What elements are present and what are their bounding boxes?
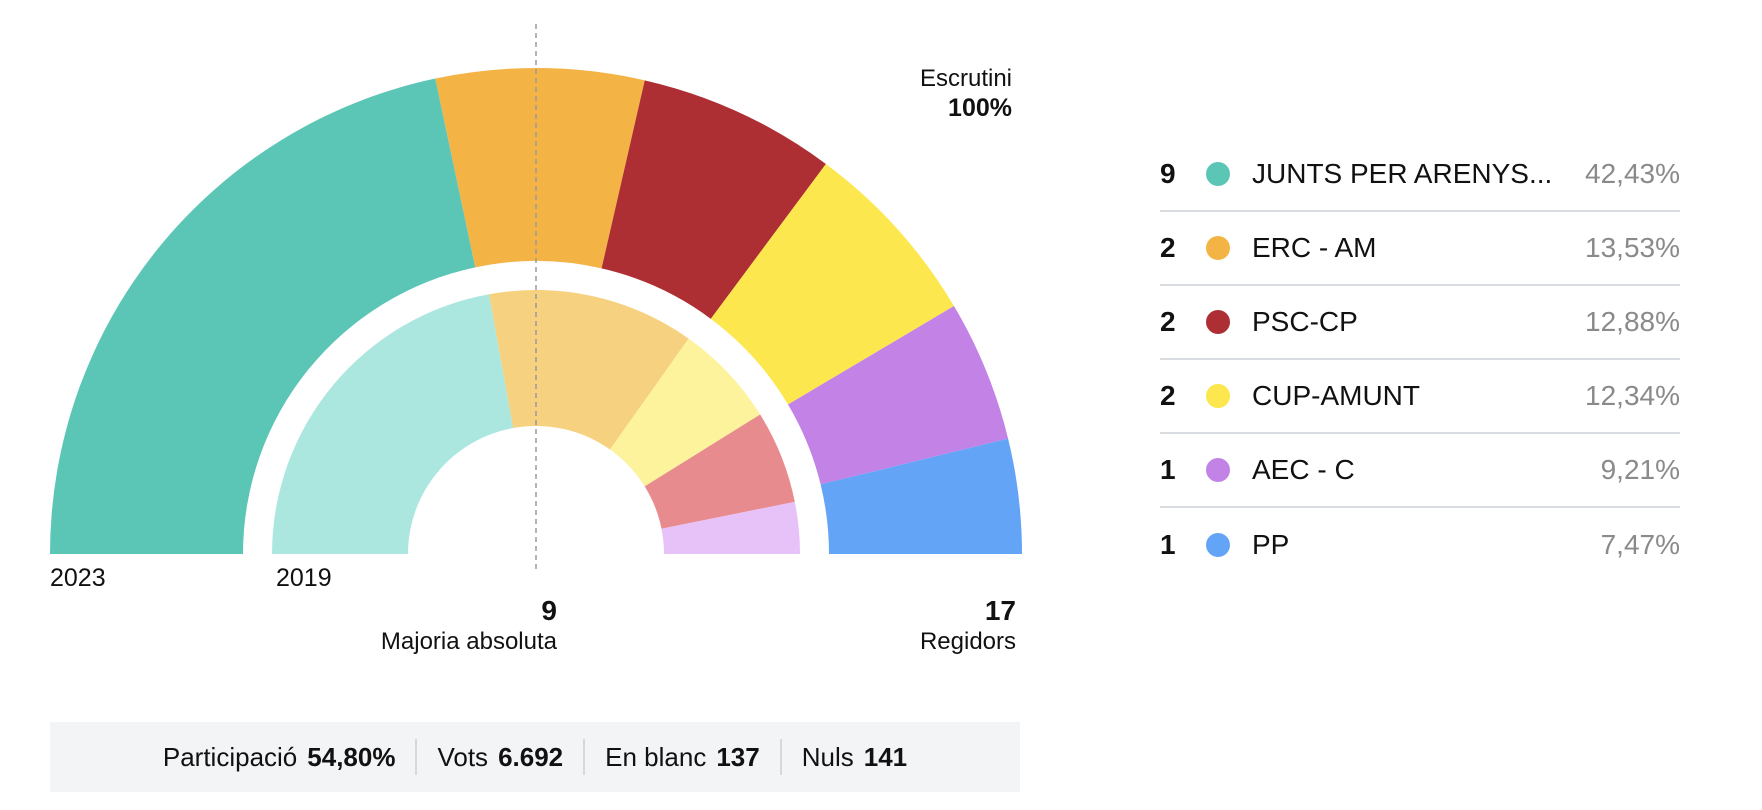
legend-row: 2 PSC-CP 12,88% [1160,286,1680,360]
stats-bar: Participació 54,80% Vots 6.692 En blanc … [50,722,1020,792]
stat-value: 137 [716,741,760,772]
seat-count: 1 [1160,454,1176,485]
party-name: JUNTS PER ARENYS... [1252,158,1553,189]
vote-percent: 42,43% [1585,158,1680,189]
seat-count: 9 [1160,158,1176,189]
party-name: CUP-AMUNT [1252,380,1420,411]
scrutiny-label: Escrutini [920,65,1012,92]
seat-count: 2 [1160,232,1176,263]
stat-null: Nuls 141 [779,739,927,775]
stat-blank: En blanc 137 [583,739,780,775]
legend-row: 1 AEC - C 9,21% [1160,434,1680,508]
ring-2019-segment-5 [661,501,800,554]
total-seats-value: 17 [985,595,1016,626]
ring-2023-segment-5 [787,306,1009,485]
year-2023-label: 2023 [50,564,106,592]
ring-2023-segment-3 [601,80,826,319]
legend-row: 2 CUP-AMUNT 12,34% [1160,360,1680,434]
stat-value: 54,80% [307,741,396,772]
ring-2023 [50,68,1022,555]
vote-percent: 7,47% [1600,529,1680,560]
ring-2019-segment-4 [644,414,795,529]
vote-percent: 12,88% [1585,306,1680,337]
party-color-dot [1206,162,1230,186]
party-color-dot [1206,384,1230,408]
legend-row: 1 PP 7,47% [1160,508,1680,582]
party-color-dot [1206,310,1230,334]
party-legend: 9 JUNTS PER ARENYS... 42,43% 2 ERC - AM … [1160,138,1680,582]
party-name: ERC - AM [1252,232,1377,263]
seat-count: 2 [1160,380,1176,411]
stat-label: Vots [437,741,489,772]
stat-votes: Vots 6.692 [415,739,583,775]
party-name: AEC - C [1252,454,1355,485]
seat-count: 2 [1160,306,1176,337]
stat-label: Nuls [801,741,854,772]
ring-2023-segment-1 [50,78,476,555]
party-color-dot [1206,533,1230,557]
stat-value: 141 [863,741,908,772]
scrutiny-value: 100% [948,94,1012,122]
vote-percent: 13,53% [1585,232,1680,263]
legend-row: 9 JUNTS PER ARENYS... 42,43% [1160,138,1680,212]
hemicycle-chart: Escrutini 100% 2023 2019 9 Majoria absol… [50,24,1022,655]
party-color-dot [1206,236,1230,260]
ring-2019 [272,290,800,554]
vote-percent: 12,34% [1585,380,1680,411]
vote-percent: 9,21% [1600,454,1680,485]
majority-label: Majoria absoluta [381,628,558,655]
stat-label: En blanc [605,741,707,772]
stat-participation: Participació 54,80% [143,739,416,775]
total-seats-label: Regidors [920,628,1016,655]
majority-value: 9 [541,595,557,626]
ring-2019-segment-3 [609,338,761,487]
ring-2023-segment-6 [820,438,1022,554]
legend-row: 2 ERC - AM 13,53% [1160,212,1680,286]
stat-value: 6.692 [498,741,564,772]
party-name: PSC-CP [1252,306,1358,337]
stat-label: Participació [162,741,298,772]
ring-2023-segment-4 [710,163,954,405]
party-name: PP [1252,529,1290,560]
ring-2019-segment-1 [272,294,514,554]
seat-count: 1 [1160,529,1176,560]
ring-2023-segment-2 [435,68,645,269]
year-2019-label: 2019 [276,564,332,592]
party-color-dot [1206,458,1230,482]
ring-2019-segment-2 [489,290,689,450]
